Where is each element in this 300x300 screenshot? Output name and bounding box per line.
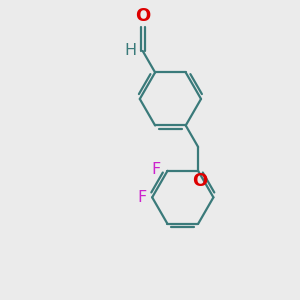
Text: H: H [124,43,136,58]
Text: O: O [135,7,150,25]
Text: F: F [138,190,147,205]
Text: F: F [152,162,161,177]
Text: O: O [192,172,207,190]
